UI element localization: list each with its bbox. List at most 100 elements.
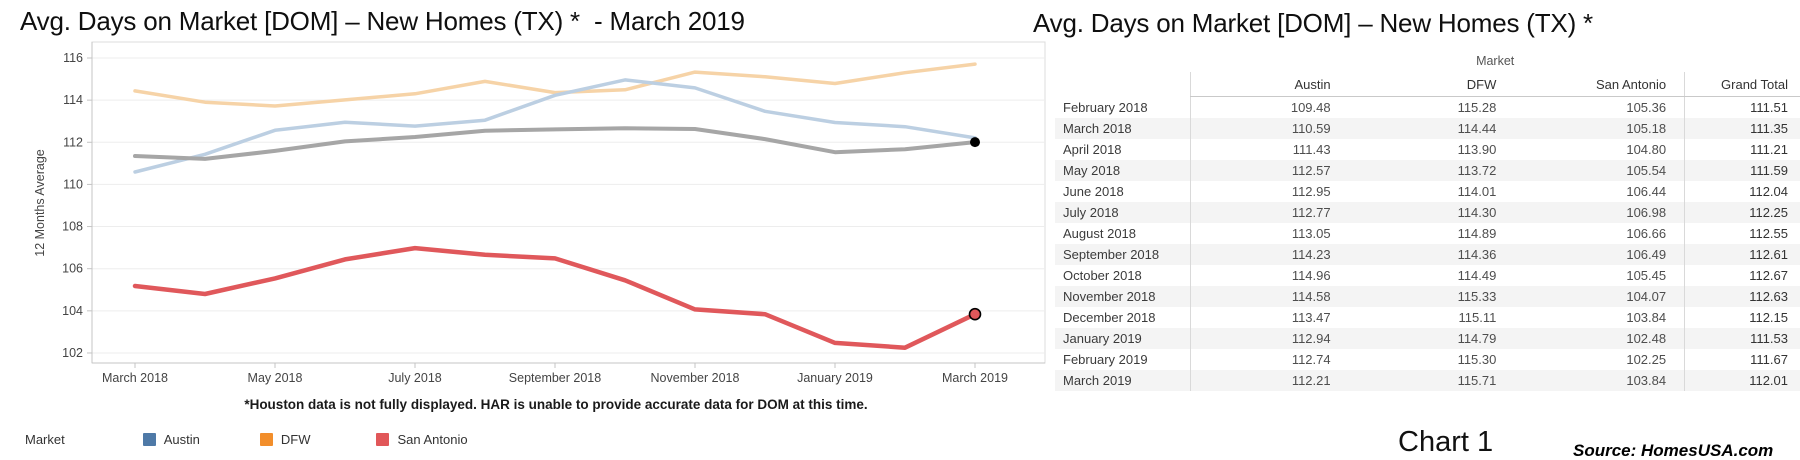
table-row[interactable]: October 2018 114.96 114.49 105.45 112.67 — [1055, 264, 1800, 286]
table-row[interactable]: May 2018 112.57 113.72 105.54 111.59 — [1055, 159, 1800, 181]
value-cell[interactable]: 113.47 — [1189, 306, 1349, 328]
dom-line-chart[interactable]: 102 104 106 108 110 112 114 116 March 2018 May 20… — [25, 36, 1047, 390]
value-cell[interactable]: 114.36 — [1457, 246, 1497, 262]
table-row[interactable]: June 2018 112.95 114.01 106.44 112.04 — [1055, 180, 1800, 202]
value-cell[interactable]: 104.80 — [1626, 141, 1667, 157]
line-chart-svg[interactable]: 102 104 106 108 110 112 114 116 March 2018 May 20… — [25, 36, 1047, 390]
value-cell[interactable]: 103.84 — [1626, 372, 1667, 388]
value-cell[interactable]: 111.35 — [1684, 117, 1800, 139]
table-row[interactable]: December 2018 113.47 115.11 103.84 112.15 — [1055, 306, 1800, 328]
value-cell[interactable]: 106.98 — [1626, 204, 1667, 220]
value-cell[interactable]: 112.95 — [1189, 180, 1349, 202]
value-cell[interactable]: 105.18 — [1626, 120, 1667, 136]
value-cell[interactable]: 115.11 — [1458, 309, 1497, 325]
row-label-cell[interactable]: January 2019 — [1063, 330, 1142, 346]
value-cell[interactable]: 115.33 — [1457, 288, 1497, 304]
row-label-cell[interactable]: September 2018 — [1063, 246, 1160, 262]
value-cell[interactable]: 106.44 — [1626, 183, 1667, 199]
row-label-cell[interactable]: August 2018 — [1063, 225, 1137, 241]
value-cell[interactable]: 112.25 — [1684, 201, 1800, 223]
value-cell[interactable]: 114.49 — [1457, 267, 1497, 283]
row-label-cell[interactable]: April 2018 — [1063, 141, 1122, 157]
value-cell[interactable]: 105.45 — [1626, 267, 1667, 283]
row-label-cell[interactable]: May 2018 — [1063, 162, 1121, 178]
value-cell[interactable]: 112.77 — [1189, 201, 1349, 223]
value-cell[interactable]: 114.44 — [1457, 120, 1497, 136]
value-cell[interactable]: 111.21 — [1684, 138, 1800, 160]
value-cell[interactable]: 115.30 — [1457, 351, 1497, 367]
value-cell[interactable]: 113.05 — [1189, 222, 1349, 244]
row-label-cell[interactable]: July 2018 — [1063, 204, 1119, 220]
series-line-grand-total[interactable] — [133, 126, 977, 161]
value-cell[interactable]: 114.01 — [1457, 183, 1497, 199]
table-row[interactable]: March 2018 110.59 114.44 105.18 111.35 — [1055, 117, 1800, 139]
value-cell[interactable]: 105.54 — [1626, 162, 1667, 178]
row-label-cell[interactable]: November 2018 — [1063, 288, 1156, 304]
table-row[interactable]: August 2018 113.05 114.89 106.66 112.55 — [1055, 222, 1800, 244]
row-label-cell[interactable]: December 2018 — [1063, 309, 1156, 325]
value-cell[interactable]: 112.94 — [1189, 327, 1349, 349]
row-label-cell[interactable]: February 2019 — [1063, 351, 1148, 367]
value-cell[interactable]: 104.07 — [1626, 288, 1667, 304]
value-cell[interactable]: 111.43 — [1189, 138, 1349, 160]
column-header-austin[interactable]: Austin — [1189, 72, 1349, 97]
table-row[interactable]: November 2018 114.58 115.33 104.07 112.63 — [1055, 285, 1800, 307]
column-header-san-antonio[interactable]: San Antonio — [1514, 72, 1685, 97]
end-marker-grand-total[interactable] — [970, 137, 980, 148]
table-row[interactable]: September 2018 114.23 114.36 106.49 112.61 — [1055, 243, 1800, 265]
table-row[interactable]: April 2018 111.43 113.90 104.80 111.21 — [1055, 138, 1800, 160]
value-cell[interactable]: 102.25 — [1626, 351, 1667, 367]
value-cell[interactable]: 112.74 — [1189, 348, 1349, 370]
end-marker-san-antonio[interactable] — [968, 307, 982, 321]
value-cell[interactable]: 106.49 — [1626, 246, 1667, 262]
legend-item-san-antonio[interactable]: San Antonio — [376, 432, 468, 447]
value-cell[interactable]: 109.48 — [1189, 96, 1349, 118]
value-cell[interactable]: 114.58 — [1189, 285, 1349, 307]
dom-data-table[interactable]: Market Austin DFW San Antonio Grand Tota… — [1055, 50, 1800, 391]
series-line-austin[interactable] — [133, 78, 977, 174]
value-cell[interactable]: 113.90 — [1457, 141, 1497, 157]
row-label-cell[interactable]: March 2018 — [1063, 120, 1132, 136]
value-cell[interactable]: 114.30 — [1457, 204, 1497, 220]
value-cell[interactable]: 112.21 — [1189, 369, 1349, 391]
value-cell[interactable]: 103.84 — [1626, 309, 1667, 325]
value-cell[interactable]: 112.04 — [1684, 180, 1800, 202]
value-cell[interactable]: 114.23 — [1189, 243, 1349, 265]
value-cell[interactable]: 115.71 — [1457, 372, 1497, 388]
value-cell[interactable]: 112.61 — [1684, 243, 1800, 265]
row-label-cell[interactable]: June 2018 — [1063, 183, 1124, 199]
legend-item-austin[interactable]: Austin — [142, 432, 200, 447]
value-cell[interactable]: 105.36 — [1626, 99, 1667, 115]
value-cell[interactable]: 112.63 — [1684, 285, 1800, 307]
value-cell[interactable]: 112.57 — [1189, 159, 1349, 181]
series-line-dfw[interactable] — [133, 62, 977, 108]
value-cell[interactable]: 102.48 — [1626, 330, 1667, 346]
value-cell[interactable]: 113.72 — [1457, 162, 1497, 178]
value-cell[interactable]: 111.53 — [1684, 327, 1800, 349]
value-cell[interactable]: 114.79 — [1457, 330, 1497, 346]
row-label-cell[interactable]: March 2019 — [1063, 372, 1132, 388]
value-cell[interactable]: 115.28 — [1457, 99, 1497, 115]
table-row[interactable]: March 2019 112.21 115.71 103.84 112.01 — [1055, 369, 1800, 391]
value-cell[interactable]: 112.55 — [1684, 222, 1800, 244]
row-label-cell[interactable]: October 2018 — [1063, 267, 1142, 283]
value-cell[interactable]: 112.67 — [1684, 264, 1800, 286]
value-cell[interactable]: 114.96 — [1189, 264, 1349, 286]
value-cell[interactable]: 111.59 — [1684, 159, 1800, 181]
value-cell[interactable]: 114.89 — [1457, 225, 1497, 241]
value-cell[interactable]: 112.01 — [1684, 369, 1800, 391]
legend-item-dfw[interactable]: DFW — [259, 432, 310, 447]
value-cell[interactable]: 112.15 — [1684, 306, 1800, 328]
row-label-cell[interactable]: February 2018 — [1063, 99, 1148, 115]
table-row[interactable]: February 2018 109.48 115.28 105.36 111.51 — [1055, 96, 1800, 118]
table-row[interactable]: February 2019 112.74 115.30 102.25 111.67 — [1055, 348, 1800, 370]
value-cell[interactable]: 110.59 — [1189, 117, 1349, 139]
table-row[interactable]: January 2019 112.94 114.79 102.48 111.53 — [1055, 327, 1800, 349]
value-cell[interactable]: 111.67 — [1684, 348, 1800, 370]
column-header-dfw[interactable]: DFW — [1348, 72, 1515, 97]
series-line-san-antonio[interactable] — [132, 245, 978, 350]
column-header-grand-total[interactable]: Grand Total — [1684, 72, 1800, 97]
value-cell[interactable]: 106.66 — [1626, 225, 1667, 241]
table-row[interactable]: July 2018 112.77 114.30 106.98 112.25 — [1055, 201, 1800, 223]
value-cell[interactable]: 111.51 — [1684, 96, 1800, 118]
